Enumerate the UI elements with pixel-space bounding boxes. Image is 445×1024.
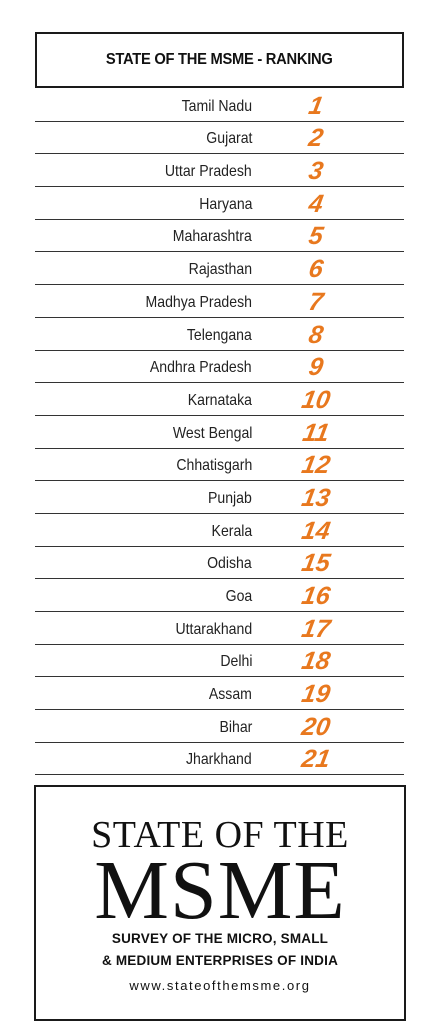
logo-subtitle-line2: & MEDIUM ENTERPRISES OF INDIA xyxy=(101,953,339,968)
state-name: Haryana xyxy=(198,195,252,213)
ranking-list: Tamil Nadu 1 Gujarat 2 Uttar Pradesh 3 H… xyxy=(35,89,404,776)
ranking-row: Delhi 18 xyxy=(35,645,404,678)
ranking-row: Bihar 20 xyxy=(35,710,404,743)
ranking-row: Kerala 14 xyxy=(35,514,404,547)
ranking-row: Haryana 4 xyxy=(35,187,404,220)
state-name: Bihar xyxy=(219,718,252,736)
rank-number: 10 xyxy=(299,385,333,414)
state-name: Odisha xyxy=(207,555,252,573)
ranking-row: Jharkhand 21 xyxy=(35,743,404,776)
ranking-row: Rajasthan 6 xyxy=(35,252,404,286)
state-name: Assam xyxy=(208,686,252,704)
state-name: Goa xyxy=(225,588,252,605)
rank-number: 8 xyxy=(306,320,326,349)
rank-number: 18 xyxy=(299,647,333,676)
ranking-row: Telengana 8 xyxy=(35,318,404,351)
state-name: Delhi xyxy=(219,653,252,671)
state-name: Maharashtra xyxy=(172,228,252,246)
rank-number: 7 xyxy=(306,287,326,316)
ranking-row: West Bengal 11 xyxy=(35,416,404,449)
state-name: Gujarat xyxy=(205,130,252,148)
logo-title-line1: STATE OF THE xyxy=(91,814,349,856)
state-name: West Bengal xyxy=(172,424,252,442)
ranking-row: Goa 16 xyxy=(35,579,404,612)
state-name: Karnataka xyxy=(187,391,252,409)
state-name: Kerala xyxy=(211,522,252,540)
ranking-row: Chhatisgarh 12 xyxy=(35,449,404,482)
rank-number: 12 xyxy=(299,451,333,480)
ranking-row: Andhra Pradesh 9 xyxy=(35,351,404,384)
rank-number: 19 xyxy=(299,680,333,709)
rank-number: 14 xyxy=(299,516,333,545)
ranking-title: STATE OF THE MSME - RANKING xyxy=(106,51,333,68)
website-url: www.stateofthemsme.org xyxy=(129,978,311,993)
rank-number: 11 xyxy=(300,418,332,447)
state-name: Andhra Pradesh xyxy=(150,359,252,377)
ranking-row: Assam 19 xyxy=(35,677,404,711)
rank-number: 9 xyxy=(306,353,326,382)
state-name: Chhatisgarh xyxy=(176,457,252,475)
rank-number: 1 xyxy=(306,91,326,120)
ranking-row: Punjab 13 xyxy=(35,481,404,514)
logo-subtitle-line1: SURVEY OF THE MICRO, SMALL xyxy=(111,931,329,946)
state-name: Madhya Pradesh xyxy=(145,293,252,311)
ranking-header: STATE OF THE MSME - RANKING xyxy=(35,32,404,88)
state-name: Uttarakhand xyxy=(175,620,252,638)
rank-number: 4 xyxy=(306,189,326,218)
ranking-row: Madhya Pradesh 7 xyxy=(35,285,404,318)
state-name: Uttar Pradesh xyxy=(165,163,252,181)
ranking-row: Uttar Pradesh 3 xyxy=(35,154,404,188)
rank-number: 3 xyxy=(306,157,326,186)
state-name: Jharkhand xyxy=(186,751,252,769)
rank-number: 15 xyxy=(299,549,333,578)
state-name: Punjab xyxy=(208,489,252,507)
rank-number: 5 xyxy=(306,222,326,251)
rank-number: 13 xyxy=(299,483,333,512)
rank-number: 16 xyxy=(299,582,333,610)
ranking-row: Karnataka 10 xyxy=(35,383,404,416)
state-name: Rajasthan xyxy=(188,261,252,279)
rank-number: 20 xyxy=(299,712,333,741)
ranking-row: Maharashtra 5 xyxy=(35,220,404,253)
rank-number: 6 xyxy=(306,255,326,284)
ranking-row: Uttarakhand 17 xyxy=(35,612,404,645)
rank-number: 2 xyxy=(306,124,326,153)
ranking-row: Tamil Nadu 1 xyxy=(35,89,404,122)
ranking-row: Odisha 15 xyxy=(35,547,404,580)
state-name: Telengana xyxy=(187,326,252,344)
logo-title-msme: MSME xyxy=(94,844,346,937)
msme-logo-block: STATE OF THE MSME SURVEY OF THE MICRO, S… xyxy=(34,785,406,1021)
ranking-row: Gujarat 2 xyxy=(35,122,404,155)
rank-number: 21 xyxy=(299,745,333,774)
state-name: Tamil Nadu xyxy=(181,97,252,115)
rank-number: 17 xyxy=(299,614,333,643)
